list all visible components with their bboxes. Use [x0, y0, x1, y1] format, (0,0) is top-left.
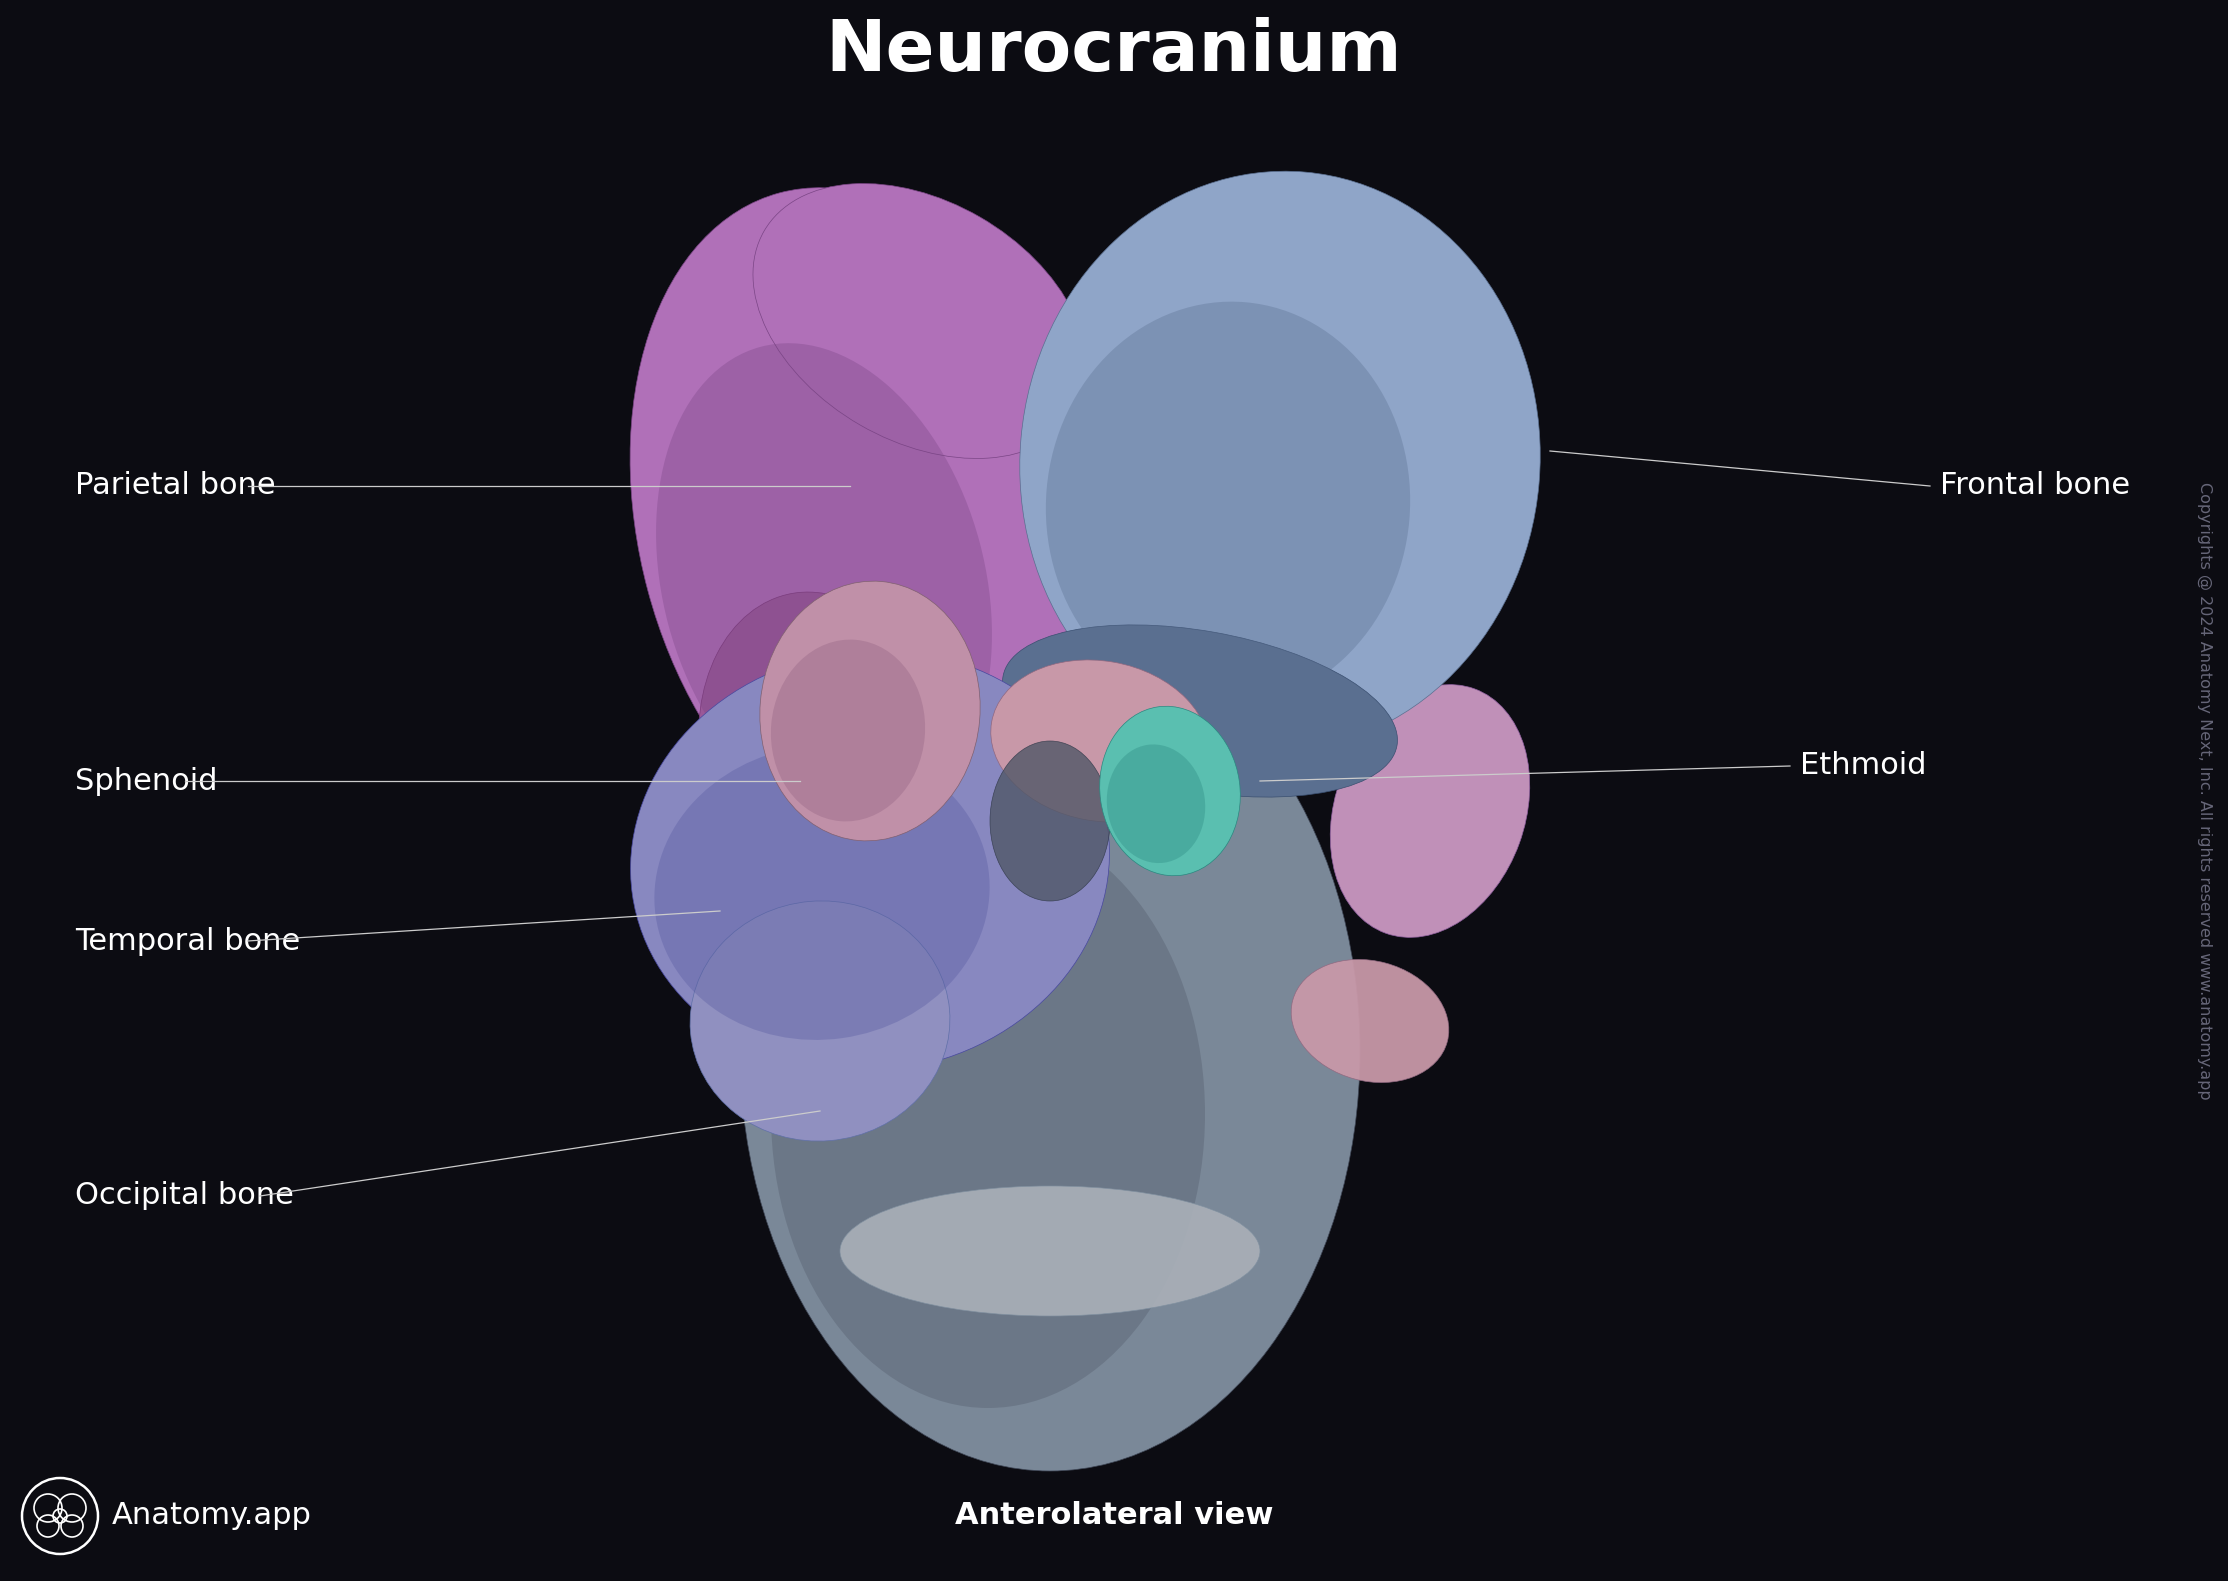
Ellipse shape	[840, 1186, 1261, 1315]
Ellipse shape	[989, 741, 1110, 901]
Text: Copyrights @ 2024 Anatomy Next, Inc. All rights reserved www.anatomy.app: Copyrights @ 2024 Anatomy Next, Inc. All…	[2197, 482, 2212, 1100]
Ellipse shape	[753, 183, 1087, 458]
Text: Anatomy.app: Anatomy.app	[111, 1502, 312, 1530]
Ellipse shape	[991, 659, 1210, 822]
Ellipse shape	[1003, 624, 1397, 797]
Ellipse shape	[631, 650, 1110, 1072]
Ellipse shape	[1107, 745, 1205, 863]
Text: Temporal bone: Temporal bone	[76, 926, 301, 955]
Ellipse shape	[700, 591, 942, 911]
Text: Anterolateral view: Anterolateral view	[956, 1502, 1272, 1530]
Text: Occipital bone: Occipital bone	[76, 1181, 294, 1211]
Ellipse shape	[740, 631, 1359, 1470]
Text: Ethmoid: Ethmoid	[1800, 751, 1927, 781]
Ellipse shape	[655, 745, 989, 1040]
Text: Sphenoid: Sphenoid	[76, 767, 218, 795]
Text: Parietal bone: Parietal bone	[76, 471, 276, 501]
Ellipse shape	[1045, 302, 1410, 707]
Ellipse shape	[655, 343, 991, 824]
Ellipse shape	[1292, 960, 1448, 1083]
Ellipse shape	[1101, 707, 1241, 876]
Text: Neurocranium: Neurocranium	[827, 16, 1401, 85]
Ellipse shape	[771, 821, 1205, 1409]
Text: Frontal bone: Frontal bone	[1941, 471, 2130, 501]
Ellipse shape	[760, 582, 980, 841]
Ellipse shape	[1020, 171, 1540, 751]
Ellipse shape	[1330, 685, 1531, 938]
Ellipse shape	[771, 640, 925, 822]
Ellipse shape	[631, 188, 1110, 874]
Ellipse shape	[691, 901, 949, 1141]
